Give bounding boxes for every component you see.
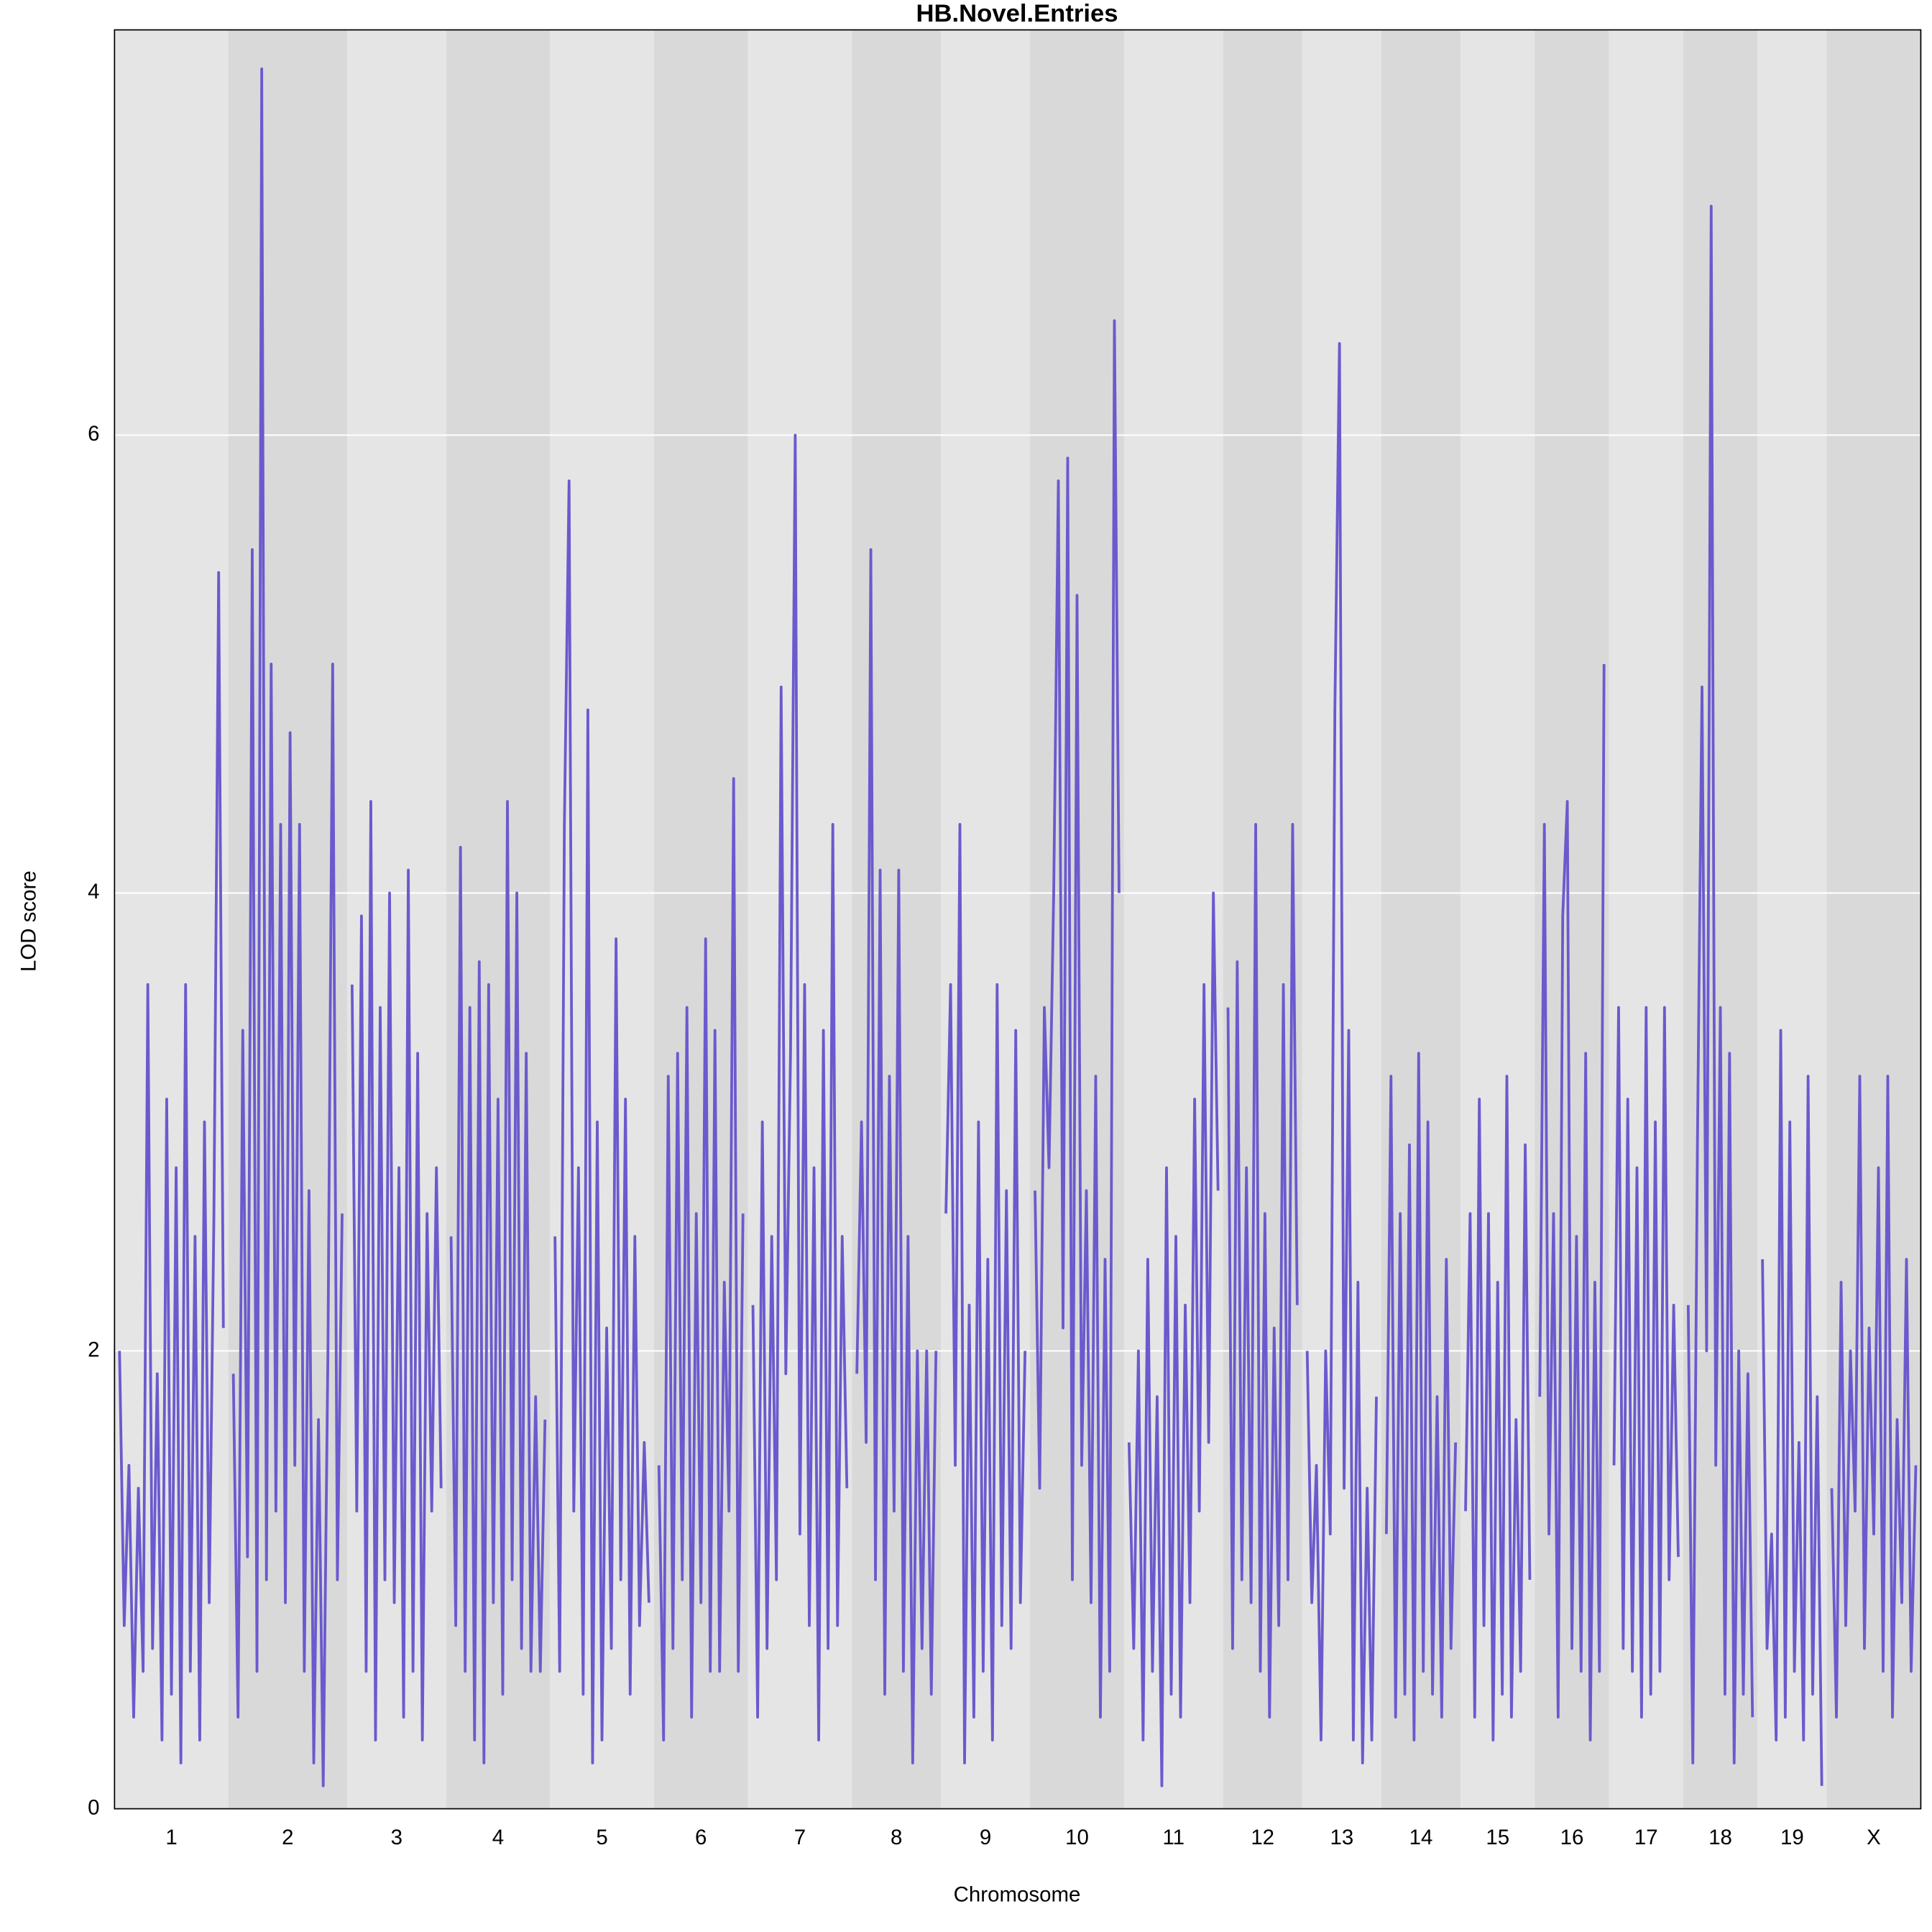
x-tick-label: 6 — [695, 1826, 707, 1849]
y-tick-label: 4 — [88, 880, 99, 903]
x-tick-label: 17 — [1634, 1826, 1658, 1849]
lod-line — [553, 479, 650, 1765]
lines — [118, 67, 1918, 1788]
plot-frame — [114, 29, 1922, 1810]
lod-line — [1761, 1029, 1823, 1786]
x-tick-label: X — [1867, 1826, 1881, 1849]
lod-line — [1226, 822, 1299, 1719]
x-tick-label: 5 — [596, 1826, 607, 1849]
x-tick-label: 13 — [1330, 1826, 1353, 1849]
lod-line — [751, 433, 849, 1742]
lod-line — [1830, 1075, 1918, 1719]
y-tick-label: 0 — [88, 1795, 99, 1819]
lod-line — [118, 571, 225, 1765]
x-tick-label: 14 — [1409, 1826, 1433, 1849]
x-tick-label: 3 — [391, 1826, 402, 1849]
lod-line — [1305, 342, 1378, 1765]
x-tick-label: 12 — [1251, 1826, 1274, 1849]
chromosome-band — [852, 29, 942, 1809]
y-tick-label: 6 — [88, 422, 99, 446]
chromosome-band — [1460, 29, 1535, 1809]
x-tick-label: 4 — [492, 1826, 504, 1849]
x-tick-label: 9 — [980, 1826, 991, 1849]
x-tick-label: 18 — [1708, 1826, 1732, 1849]
lod-line — [1612, 1006, 1680, 1719]
chromosome-band — [1826, 29, 1921, 1809]
lod-line — [657, 777, 745, 1742]
x-tick-label: 16 — [1560, 1826, 1584, 1849]
chromosome-band — [346, 29, 446, 1809]
x-tick-label: 2 — [282, 1826, 293, 1849]
lod-line — [1464, 1075, 1532, 1742]
lod-line — [1686, 204, 1754, 1765]
chart-title: HB.Novel.Entries — [916, 0, 1118, 27]
lod-line — [449, 800, 547, 1765]
x-tick-label: 19 — [1780, 1826, 1804, 1849]
chromosome-band — [1609, 29, 1683, 1809]
lod-line — [1034, 319, 1121, 1719]
x-tick-label: 15 — [1486, 1826, 1509, 1849]
x-tick-label: 11 — [1162, 1826, 1184, 1849]
x-tick-label: 8 — [891, 1826, 902, 1849]
lod-line — [231, 67, 344, 1788]
x-axis-label: Chromosome — [954, 1883, 1081, 1907]
lod-line — [1538, 663, 1606, 1742]
lod-line — [1384, 1052, 1458, 1742]
lod-line — [944, 822, 1027, 1765]
x-tick-label: 7 — [794, 1826, 806, 1849]
chromosome-band — [550, 29, 654, 1809]
y-axis-label: LOD score — [17, 870, 40, 972]
lod-line — [1127, 891, 1220, 1788]
x-tick-label: 1 — [165, 1826, 177, 1849]
y-tick-label: 2 — [88, 1338, 99, 1361]
x-tick-label: 10 — [1065, 1826, 1089, 1849]
lod-line — [350, 800, 443, 1742]
lod-line — [855, 548, 938, 1765]
